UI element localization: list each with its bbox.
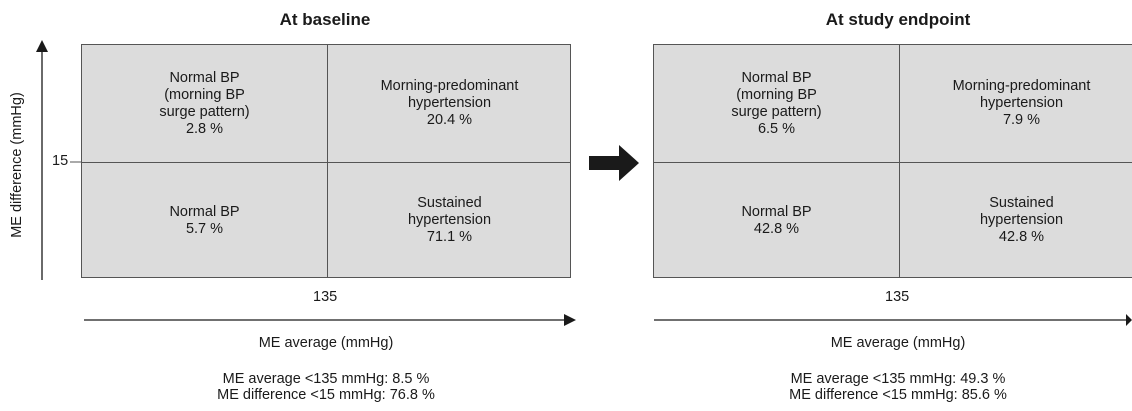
x-axis-arrow-baseline xyxy=(84,314,576,326)
panel-title-endpoint: At study endpoint xyxy=(825,10,971,29)
cell-normal-bp-endpoint: Normal BP 42.8 % xyxy=(741,203,812,237)
footer-baseline: ME average <135 mmHg: 8.5 % ME differenc… xyxy=(217,371,435,403)
cell-sustained-hypertension-baseline: Sustained hypertension 71.1 % xyxy=(407,195,492,245)
cell-normal-bp-baseline: Normal BP 5.7 % xyxy=(169,203,240,237)
cell-normal-bp-surge-endpoint: Normal BP (morning BP surge pattern) 6.5… xyxy=(731,69,822,137)
quadrant-grid-endpoint: Normal BP (morning BP surge pattern) 6.5… xyxy=(653,44,1132,278)
y-threshold-label: 15 xyxy=(52,153,69,169)
cell-normal-bp-surge-baseline: Normal BP (morning BP surge pattern) 2.8… xyxy=(159,69,250,137)
x-axis-label-endpoint: ME average (mmHg) xyxy=(830,335,966,351)
x-threshold-label-endpoint: 135 xyxy=(885,289,910,305)
grid-divider-horizontal xyxy=(82,162,570,163)
cell-sustained-hypertension-endpoint: Sustained hypertension 42.8 % xyxy=(979,195,1064,245)
quadrant-grid-baseline: Normal BP (morning BP surge pattern) 2.8… xyxy=(81,44,571,278)
x-axis-label-baseline: ME average (mmHg) xyxy=(258,335,394,351)
grid-divider-vertical xyxy=(899,45,900,277)
cell-morning-hypertension-baseline: Morning-predominant hypertension 20.4 % xyxy=(380,78,519,128)
cell-morning-hypertension-endpoint: Morning-predominant hypertension 7.9 % xyxy=(952,78,1091,128)
panel-title-baseline: At baseline xyxy=(279,10,371,29)
grid-divider-horizontal xyxy=(654,162,1132,163)
grid-divider-vertical xyxy=(327,45,328,277)
right-arrow-icon xyxy=(589,145,639,181)
y-axis-arrow xyxy=(36,40,48,280)
y-threshold-tick xyxy=(70,161,82,163)
y-axis-label: ME difference (mmHg) xyxy=(9,92,25,238)
x-axis-arrow-endpoint xyxy=(654,314,1132,326)
x-threshold-label-baseline: 135 xyxy=(313,289,338,305)
footer-endpoint: ME average <135 mmHg: 49.3 % ME differen… xyxy=(789,371,1007,403)
